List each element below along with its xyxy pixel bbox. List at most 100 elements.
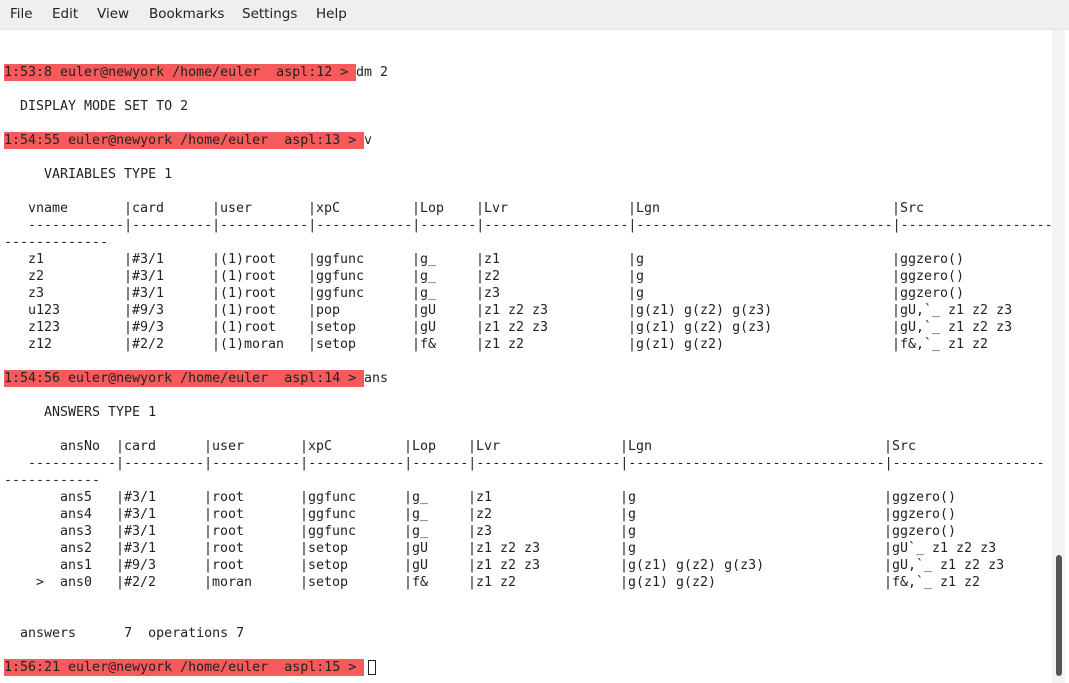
table-cell: |(1)moran bbox=[212, 337, 285, 352]
prompt: 1:53:8 euler@newyork /home/euler aspl:12… bbox=[4, 64, 357, 81]
table-cell: |g(z1) g(z2) g(z3) bbox=[620, 558, 765, 573]
table-cell: |z1 bbox=[476, 252, 501, 267]
table-cell: |(1)root bbox=[212, 303, 277, 318]
scrollbar-thumb[interactable] bbox=[1056, 555, 1062, 676]
table-cell: |z3 bbox=[468, 524, 493, 539]
table-cell: |#3/1 bbox=[116, 490, 157, 505]
table-cell: |#9/3 bbox=[116, 558, 157, 573]
table-cell: z1 bbox=[28, 252, 45, 267]
separator: -----------|----------|-----------|-----… bbox=[28, 456, 1045, 471]
header-cell: |user bbox=[204, 439, 245, 454]
output-line: VARIABLES TYPE 1 bbox=[0, 166, 1050, 183]
table-cell: |g bbox=[628, 286, 645, 301]
prompt-line: 1:54:56 euler@newyork /home/euler aspl:1… bbox=[0, 370, 1050, 387]
terminal-output: 1:53:8 euler@newyork /home/euler aspl:12… bbox=[0, 30, 1053, 683]
table-cell: z12 bbox=[28, 337, 53, 352]
scrollbar-track[interactable] bbox=[1052, 30, 1065, 683]
table-cell: ans5 bbox=[60, 490, 93, 505]
table-cell: z123 bbox=[28, 320, 61, 335]
output-line: answers 7 operations 7 bbox=[0, 625, 1050, 642]
prompt: 1:56:21 euler@newyork /home/euler aspl:1… bbox=[4, 659, 365, 676]
table-cell: |ggzero() bbox=[884, 507, 957, 522]
header-cell: |Lop bbox=[412, 201, 445, 216]
menu-item[interactable]: Help bbox=[316, 6, 347, 22]
table-cell: |g bbox=[620, 541, 637, 556]
table-cell: z2 bbox=[28, 269, 45, 284]
menu-item[interactable]: Settings bbox=[242, 6, 298, 22]
table-cell: |root bbox=[204, 524, 245, 539]
table-cell: |gU bbox=[412, 303, 437, 318]
table-cell: |g bbox=[620, 524, 637, 539]
menu-item[interactable]: Bookmarks bbox=[149, 6, 225, 22]
table-cell: |#9/3 bbox=[124, 320, 165, 335]
table-cell: |g bbox=[628, 269, 645, 284]
output-text: DISPLAY MODE SET TO 2 bbox=[20, 99, 189, 114]
table-separator: ------------ bbox=[0, 472, 1050, 489]
header-cell: |Lvr bbox=[468, 439, 501, 454]
output-text: ANSWERS TYPE 1 bbox=[44, 405, 157, 420]
command: dm 2 bbox=[356, 65, 389, 80]
table-cell: |setop bbox=[308, 320, 357, 335]
header-cell: |Lvr bbox=[476, 201, 509, 216]
menu-item[interactable]: Edit bbox=[52, 6, 79, 22]
table-cell: |gU bbox=[404, 541, 429, 556]
table-cell: |g bbox=[620, 507, 637, 522]
header-cell: |Src bbox=[892, 201, 925, 216]
table-cell: |g_ bbox=[404, 524, 429, 539]
table-row: ans5 |#3/1 |root |ggfunc |g_ |z1 |g |ggzero() bbox=[0, 489, 1050, 506]
separator: ------------ bbox=[4, 473, 101, 488]
table-cell: |setop bbox=[300, 575, 349, 590]
table-cell: |g_ bbox=[412, 286, 437, 301]
table-cell: |root bbox=[204, 558, 245, 573]
table-cell: |ggzero() bbox=[884, 524, 957, 539]
table-cell: |(1)root bbox=[212, 286, 277, 301]
table-cell: |z1 z2 z3 bbox=[468, 558, 541, 573]
table-cell: |gU,`_ z1 z2 z3 bbox=[884, 558, 1005, 573]
table-cell: |g(z1) g(z2) bbox=[628, 337, 725, 352]
header-cell: |Lgn bbox=[628, 201, 661, 216]
table-row: ans3 |#3/1 |root |ggfunc |g_ |z3 |g |ggzero() bbox=[0, 523, 1050, 540]
table-row: ans4 |#3/1 |root |ggfunc |g_ |z2 |g |ggzero() bbox=[0, 506, 1050, 523]
table-cell: ans4 bbox=[60, 507, 93, 522]
table-separator: ------------- bbox=[0, 234, 1050, 251]
table-cell: |root bbox=[204, 541, 245, 556]
table-cell: |ggfunc bbox=[308, 252, 365, 267]
table-cell: |pop bbox=[308, 303, 341, 318]
table-cell: |g_ bbox=[404, 507, 429, 522]
table-cell: |g_ bbox=[412, 252, 437, 267]
table-cell: |#3/1 bbox=[116, 524, 157, 539]
table-cell: |g(z1) g(z2) g(z3) bbox=[628, 303, 773, 318]
table-cell: |ggfunc bbox=[308, 286, 365, 301]
table-cell: ans3 bbox=[60, 524, 93, 539]
table-row: ans1 |#9/3 |root |setop |gU |z1 z2 z3 |g(z1) g… bbox=[0, 557, 1050, 574]
table-cell: |#2/2 bbox=[116, 575, 157, 590]
table-row: u123 |#9/3 |(1)root |pop |gU |z1 z2 z3 |g(z1) … bbox=[0, 302, 1050, 319]
table-row: > ans0 |#2/2 |moran |setop |f& |z1 z2 |g(z1) g(… bbox=[0, 574, 1050, 591]
table-separator: ------------|----------|-----------|----… bbox=[0, 217, 1053, 234]
output-line: ANSWERS TYPE 1 bbox=[0, 404, 1050, 421]
table-cell: |#3/1 bbox=[124, 286, 165, 301]
table-cell: |#3/1 bbox=[124, 269, 165, 284]
table-cell: |gU bbox=[404, 558, 429, 573]
table-cell: |ggzero() bbox=[892, 252, 965, 267]
table-cell: |gU`_ z1 z2 z3 bbox=[884, 541, 997, 556]
row-marker: > bbox=[36, 575, 45, 590]
prompt: 1:54:56 euler@newyork /home/euler aspl:1… bbox=[4, 370, 365, 387]
command: v bbox=[364, 133, 373, 148]
table-cell: |ggfunc bbox=[300, 524, 357, 539]
menu-item[interactable]: View bbox=[97, 6, 130, 22]
header-cell: |Lgn bbox=[620, 439, 653, 454]
table-cell: |ggzero() bbox=[892, 286, 965, 301]
header-cell: |Src bbox=[884, 439, 917, 454]
table-cell: |(1)root bbox=[212, 320, 277, 335]
table-header: ansNo |card |user |xpC |Lop |Lvr |Lgn |Src bbox=[0, 438, 1050, 455]
table-cell: |(1)root bbox=[212, 269, 277, 284]
table-cell: |f& bbox=[404, 575, 429, 590]
prompt: 1:54:55 euler@newyork /home/euler aspl:1… bbox=[4, 132, 365, 149]
menu-item[interactable]: File bbox=[10, 6, 33, 22]
table-cell: |z1 z2 z3 bbox=[476, 303, 549, 318]
table-cell: |gU bbox=[412, 320, 437, 335]
table-row: z2 |#3/1 |(1)root |ggfunc |g_ |z2 |g |ggzero() bbox=[0, 268, 1050, 285]
table-cell: |root bbox=[204, 507, 245, 522]
